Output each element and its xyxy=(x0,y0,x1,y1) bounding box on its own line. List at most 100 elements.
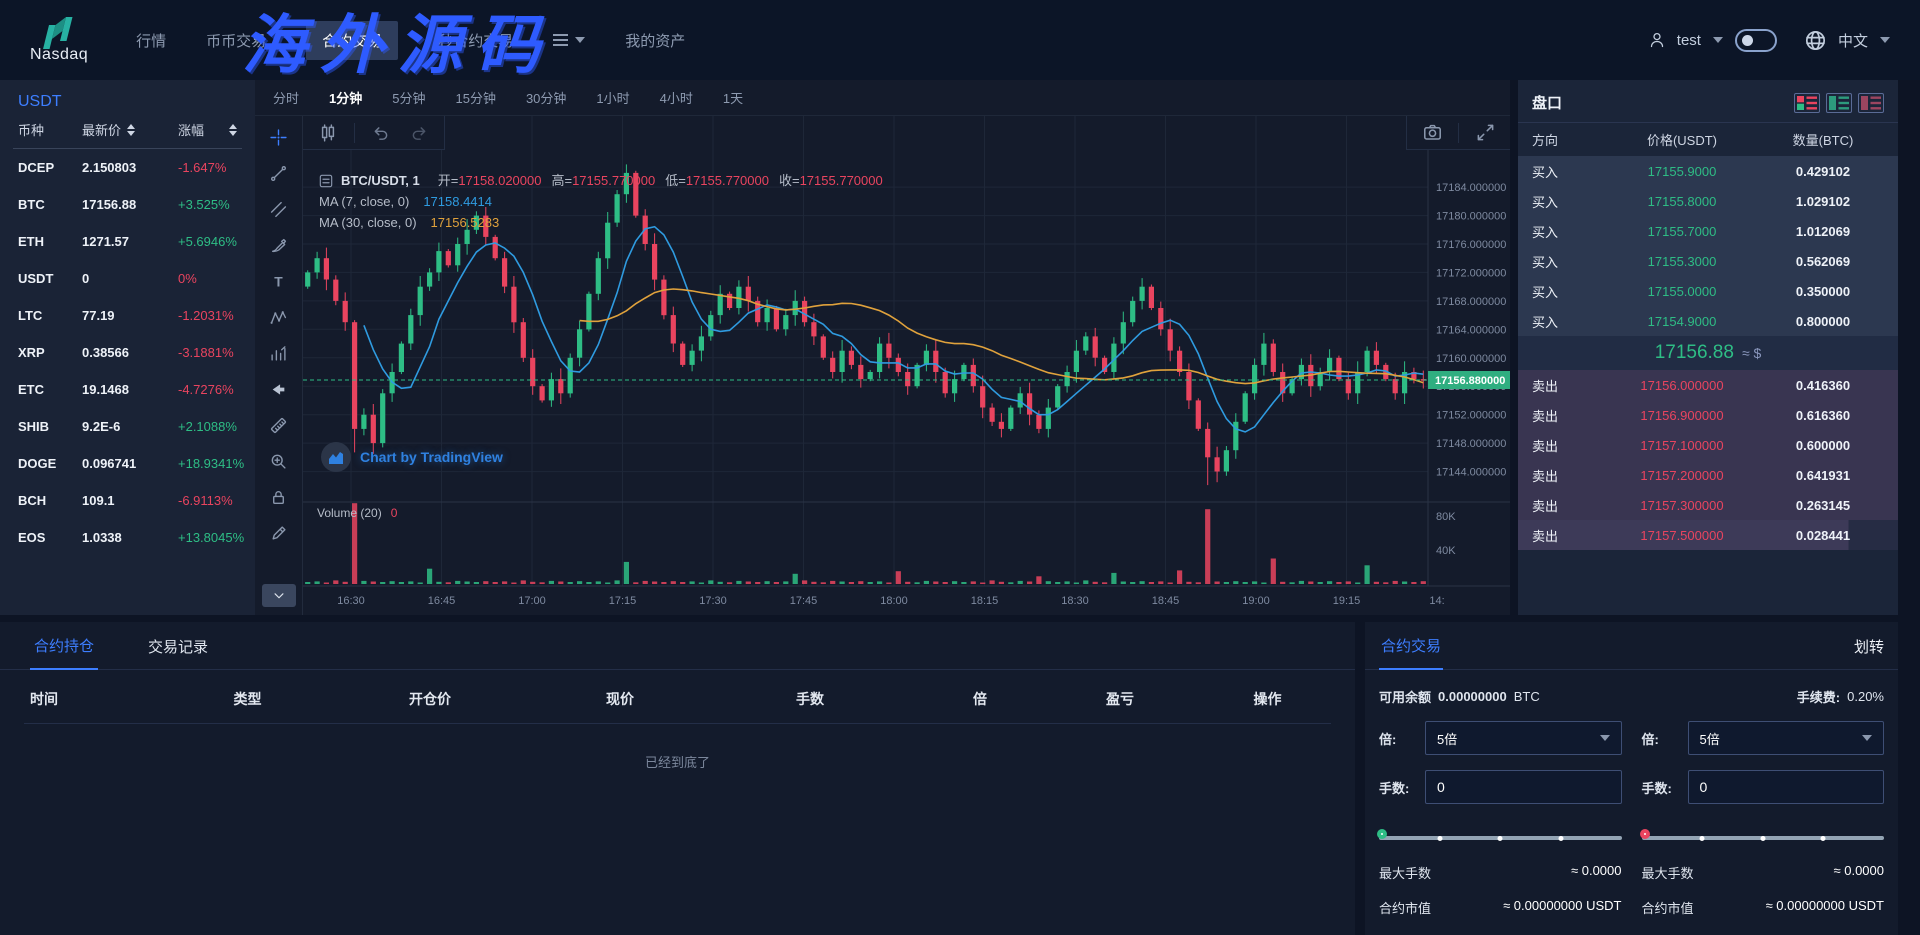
coin-row[interactable]: LTC 77.19 -1.2031% xyxy=(13,297,242,334)
tab-trade-history[interactable]: 交易记录 xyxy=(148,639,209,656)
timeframe-1分钟[interactable]: 1分钟 xyxy=(329,91,363,106)
coin-row[interactable]: BTC 17156.88 +3.525% xyxy=(13,186,242,223)
slider-thumb-long[interactable] xyxy=(1377,829,1387,839)
screenshot-camera-icon[interactable] xyxy=(1420,121,1444,145)
coin-row[interactable]: XRP 0.38566 -3.1881% xyxy=(13,334,242,371)
arrow-left-icon[interactable] xyxy=(264,376,294,402)
chart-main[interactable]: 16:30 16:45 17:00 17:15 17:30 17:45 18:00 18:15… xyxy=(303,116,1510,615)
orderbook-sell-row[interactable]: 卖出 17157.100000 0.600000 xyxy=(1518,430,1898,460)
timeframe-1小时[interactable]: 1小时 xyxy=(596,91,630,106)
nav-item[interactable]: 币币交易 xyxy=(206,32,267,50)
sort-price-icon[interactable] xyxy=(127,123,136,136)
globe-icon[interactable] xyxy=(1805,30,1826,51)
coin-row[interactable]: BCH 109.1 -6.9113% xyxy=(13,482,242,519)
orderbook-sell-row[interactable]: 卖出 17157.500000 0.028441 xyxy=(1518,520,1898,550)
nav-item[interactable]: 行情 xyxy=(136,32,167,50)
orderbook-sell-row[interactable]: 卖出 17156.900000 0.616360 xyxy=(1518,400,1898,430)
col-change[interactable]: 涨幅 xyxy=(178,120,237,139)
book-both-icon[interactable] xyxy=(1794,92,1820,113)
tab-positions[interactable]: 合约持仓 xyxy=(30,635,99,670)
orderbook-sell-row[interactable]: 卖出 17157.200000 0.641931 xyxy=(1518,460,1898,490)
nasdaq-logo[interactable]: Nasdaq xyxy=(30,16,88,64)
legend-menu-icon[interactable] xyxy=(319,174,333,188)
redo-icon[interactable] xyxy=(407,121,431,145)
timeframe-30分钟[interactable]: 30分钟 xyxy=(525,91,567,106)
xabcd-pattern-icon[interactable] xyxy=(264,304,294,330)
timeframe-分时[interactable]: 分时 xyxy=(273,91,300,106)
svg-text:18:15: 18:15 xyxy=(971,595,999,607)
eraser-icon[interactable] xyxy=(264,520,294,546)
fullscreen-icon[interactable] xyxy=(1473,121,1497,145)
forecast-icon[interactable] xyxy=(264,340,294,366)
text-icon[interactable]: T xyxy=(264,268,294,294)
svg-text:80K: 80K xyxy=(1436,511,1456,523)
more-menu-button[interactable] xyxy=(553,34,586,46)
crosshair-icon[interactable] xyxy=(264,124,294,150)
zoom-in-icon[interactable] xyxy=(264,448,294,474)
brush-icon[interactable] xyxy=(264,232,294,258)
undo-icon[interactable] xyxy=(369,121,393,145)
orderbook-sell-row[interactable]: 卖出 17156.000000 0.416360 xyxy=(1518,370,1898,400)
nav-item[interactable]: 秒合约交易 xyxy=(438,32,514,50)
tradingview-attribution[interactable]: Chart by TradingView xyxy=(321,442,503,472)
qty-slider-long[interactable] xyxy=(1377,829,1622,847)
lock-icon[interactable] xyxy=(264,484,294,510)
nav-item[interactable]: 合约交易 xyxy=(306,20,399,60)
svg-text:T: T xyxy=(274,273,283,289)
timeframe-4小时[interactable]: 4小时 xyxy=(659,91,693,106)
slider-thumb-short[interactable] xyxy=(1639,829,1650,839)
nav-item[interactable]: 我的资产 xyxy=(625,32,686,50)
parallel-channel-icon[interactable] xyxy=(264,196,294,222)
qty-slider-short[interactable] xyxy=(1639,829,1884,847)
coin-row[interactable]: USDT 0 0% xyxy=(13,260,242,297)
coin-row[interactable]: EOS 1.0338 +13.8045% xyxy=(13,519,244,556)
candlestick-chart[interactable]: 16:30 16:45 17:00 17:15 17:30 17:45 18:00 18:15… xyxy=(303,116,1510,612)
transfer-link[interactable]: 划转 xyxy=(1853,639,1884,656)
coin-row[interactable]: ETC 19.1468 -4.7276% xyxy=(13,371,242,408)
orderbook-buy-row[interactable]: 买入 17155.7000 1.012069 xyxy=(1518,216,1898,246)
orderbook-buy-row[interactable]: 买入 17155.9000 0.429102 xyxy=(1518,156,1898,186)
tab-contract-trade[interactable]: 合约交易 xyxy=(1379,635,1444,670)
svg-text:17:45: 17:45 xyxy=(790,595,818,607)
qty-input-short[interactable] xyxy=(1699,779,1872,795)
language-selector[interactable]: 中文 xyxy=(1837,32,1868,50)
positions-panel: 合约持仓 交易记录 时间 类型 开仓价 现价 手数 倍 盈亏 操作 已经到底了 xyxy=(0,622,1355,935)
coin-row[interactable]: SHIB 9.2E-6 +2.1088% xyxy=(13,408,242,445)
timeframe-1天[interactable]: 1天 xyxy=(722,91,744,106)
coin-row[interactable]: DCEP 2.150803 -1.647% xyxy=(13,149,242,186)
theme-toggle[interactable] xyxy=(1734,28,1777,52)
timeframe-5分钟[interactable]: 5分钟 xyxy=(392,91,426,106)
svg-text:16:45: 16:45 xyxy=(428,595,456,607)
user-caret-icon[interactable] xyxy=(1712,37,1723,43)
svg-text:17160.000000: 17160.000000 xyxy=(1436,353,1506,365)
coin-row[interactable]: ETH 1271.57 +5.6946% xyxy=(13,223,242,260)
pos-col-header: 操作 xyxy=(1253,691,1282,707)
coin-symbol: XRP xyxy=(18,345,45,360)
orderbook-buy-row[interactable]: 买入 17155.0000 0.350000 xyxy=(1518,276,1898,306)
book-sells-icon[interactable] xyxy=(1858,92,1884,113)
leverage-select-short[interactable]: 5倍 xyxy=(1687,721,1884,755)
trend-line-icon[interactable] xyxy=(264,160,294,186)
pos-col-header: 时间 xyxy=(30,691,58,707)
ruler-icon[interactable] xyxy=(264,412,294,438)
orderbook-buy-row[interactable]: 买入 17155.8000 1.029102 xyxy=(1518,186,1898,216)
orderbook-panel: 盘口 方向 价格(USDT) 数量(BTC) 买入 17155.9000 0.4 xyxy=(1518,80,1898,615)
side-label: 买入 xyxy=(1532,164,1559,180)
sort-change-icon[interactable] xyxy=(229,123,237,136)
username[interactable]: test xyxy=(1676,31,1701,49)
qty-input-long[interactable] xyxy=(1437,779,1610,795)
orderbook-buy-row[interactable]: 买入 17154.9000 0.800000 xyxy=(1518,306,1898,336)
col-price[interactable]: 最新价 xyxy=(82,120,178,139)
sidebar-tab-usdt[interactable]: USDT xyxy=(18,93,62,110)
leverage-select-long[interactable]: 5倍 xyxy=(1425,721,1622,755)
lang-caret-icon[interactable] xyxy=(1880,37,1890,43)
book-buys-icon[interactable] xyxy=(1826,92,1852,113)
qty-cell: 0.616360 xyxy=(1795,407,1851,423)
orderbook-buy-row[interactable]: 买入 17155.3000 0.562069 xyxy=(1518,246,1898,276)
toolbar-collapse-button[interactable] xyxy=(262,584,296,607)
orderbook-sell-row[interactable]: 卖出 17157.300000 0.263145 xyxy=(1518,490,1898,520)
candle-style-icon[interactable] xyxy=(316,121,340,145)
timeframe-15分钟[interactable]: 15分钟 xyxy=(455,91,496,106)
market-sidebar: USDT 币种 最新价 涨幅 DCEP 2.150803 -1.647% BTC… xyxy=(0,80,255,615)
coin-row[interactable]: DOGE 0.096741 +18.9341% xyxy=(13,445,244,482)
